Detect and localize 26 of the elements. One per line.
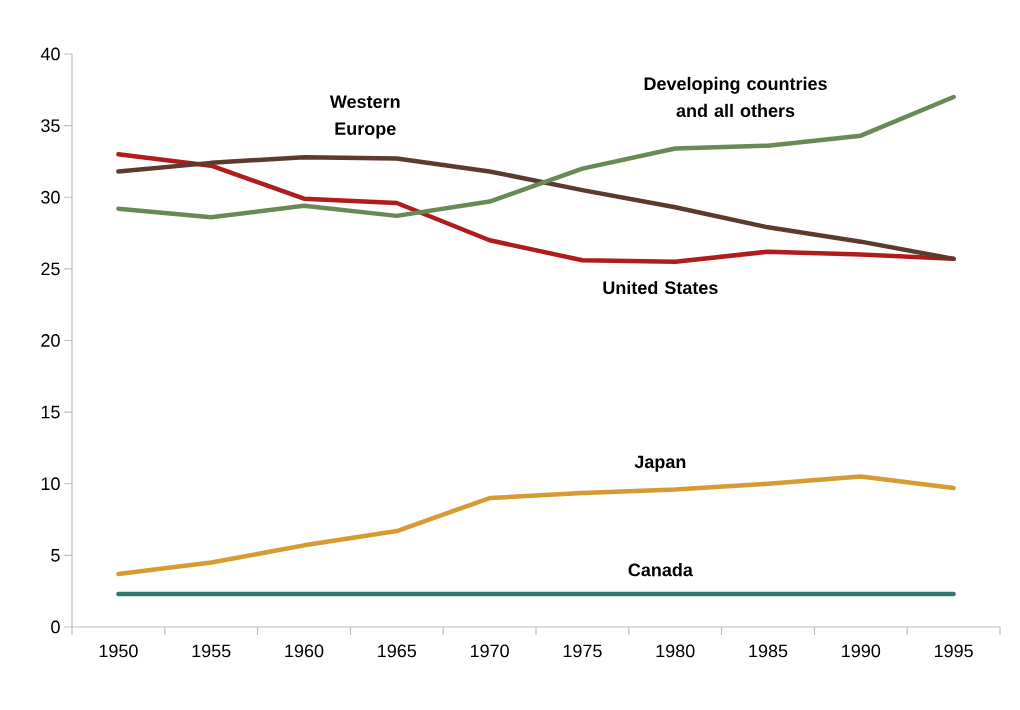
x-tick-label: 1970 xyxy=(470,644,509,658)
y-tick-label: 40 xyxy=(40,47,60,61)
y-tick-label: 10 xyxy=(41,477,60,491)
x-tick-label: 1990 xyxy=(842,644,881,658)
y-tick-label: 35 xyxy=(41,119,60,132)
series-label: Japan xyxy=(634,455,686,472)
x-tick-label: 1950 xyxy=(99,644,138,658)
x-tick-label: 1995 xyxy=(934,644,973,658)
x-tick-label: 1975 xyxy=(563,644,602,658)
x-tick-label: 1980 xyxy=(656,644,695,658)
y-tick-label: 30 xyxy=(41,190,60,204)
series-label: United States xyxy=(603,280,718,295)
series-label: Western Europe xyxy=(329,95,400,139)
x-tick-label: 1955 xyxy=(192,644,231,658)
line-series xyxy=(116,474,956,577)
series-label: Canada xyxy=(628,563,693,577)
y-tick-label: 5 xyxy=(51,549,60,562)
y-tick-label: 20 xyxy=(41,334,60,347)
x-tick-label: 1985 xyxy=(749,644,788,658)
y-tick-label: 0 xyxy=(51,620,60,634)
y-tick-label: 15 xyxy=(41,405,60,419)
x-tick-label: 1960 xyxy=(285,644,324,658)
line-series xyxy=(116,94,956,220)
series-label: Developing countries and all others xyxy=(644,76,827,118)
y-tick-label: 25 xyxy=(41,262,60,276)
x-tick-label: 1965 xyxy=(378,644,417,658)
